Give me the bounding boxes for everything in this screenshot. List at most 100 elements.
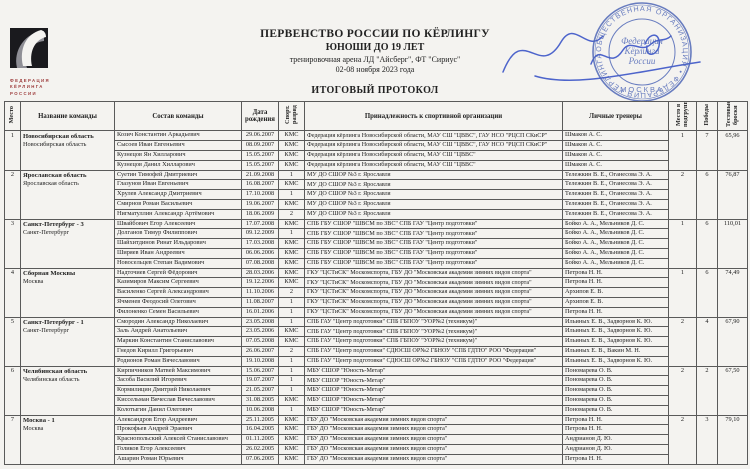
federation-logo-text: ФЕДЕРАЦИЯ КЁРЛИНГА РОССИИ bbox=[10, 78, 56, 97]
athlete-name-cell: Кормилицин Дмитрий Николаевич bbox=[114, 385, 242, 396]
organization-cell: СПБ ГАУ "Центр подготовки" СДЮСШ ОР№2 ГБ… bbox=[304, 355, 563, 367]
place-cell: 4 bbox=[4, 267, 21, 318]
dob-cell: 11.10.2006 bbox=[241, 287, 279, 299]
dob-cell: 25.11.2005 bbox=[241, 414, 279, 426]
venue-line: тренировочная арена ЛД "Айсберг", ФТ "Си… bbox=[289, 55, 461, 64]
athlete-name-cell: Засоба Василий Игоревич bbox=[114, 375, 242, 387]
team-region: Ярославская область bbox=[23, 179, 79, 187]
coaches-cell: Бойко А. А., Мельников Д. С. bbox=[562, 248, 669, 259]
dates-line: 02-08 ноября 2023 года bbox=[335, 65, 415, 74]
coaches-cell: Бойко А. А., Мельников Д. С. bbox=[562, 257, 669, 269]
table-row: 3 Санкт-Петербург - 3 Санкт-Петербург Швайб… bbox=[4, 218, 748, 269]
coaches-cell: Ильиных Е. В., Вакин М. Н. bbox=[562, 346, 669, 357]
athlete-name-cell: Александров Егор Андреевич bbox=[114, 414, 242, 426]
athlete-name-cell: Родионов Роман Вячеславович bbox=[114, 355, 242, 367]
dob-cell: 18.06.2009 bbox=[241, 208, 279, 220]
organization-cell: ГБУ ДО "Московская академия зимних видов… bbox=[304, 414, 563, 426]
test-throws-cell: 110,01 bbox=[717, 218, 748, 269]
logo-line: КЁРЛИНГА bbox=[10, 84, 44, 90]
table-row: 2 Ярославская область Ярославская область С… bbox=[4, 169, 748, 220]
coaches-cell: Петрова Н. Н. bbox=[562, 306, 669, 318]
table-row: Голиков Егор Алексеевич 26.02.2005 КМС ГБУ … bbox=[5, 443, 748, 455]
table-row: 4 Сборная Москвы Москва Надточиев Сергей Фё… bbox=[4, 267, 748, 318]
rank-cell: 1 bbox=[278, 228, 305, 240]
rank-cell: 2 bbox=[278, 208, 305, 220]
team-name: Челябинская область bbox=[23, 368, 88, 376]
dob-cell: 31.08.2005 bbox=[241, 394, 279, 406]
organization-cell: Федерация кёрлинга Новосибирской области… bbox=[304, 130, 563, 142]
dob-cell: 28.03.2006 bbox=[241, 267, 279, 279]
organization-cell: МБУ СШОР "Юность-Метар" bbox=[304, 385, 563, 396]
team-name: Ярославская область bbox=[23, 172, 87, 180]
athlete-name-cell: Нигматуллин Александр Артёмович bbox=[114, 208, 242, 220]
dob-cell: 17.10.2008 bbox=[241, 189, 279, 201]
place-cell: 7 bbox=[4, 414, 21, 465]
signature-ink bbox=[495, 14, 705, 99]
coaches-cell: Архипов Е. В. bbox=[562, 287, 669, 299]
logo-line: ФЕДЕРАЦИЯ bbox=[10, 78, 50, 83]
team-name: Санкт-Петербург - 3 bbox=[23, 221, 84, 229]
team-name-cell: Ярославская область Ярославская область bbox=[20, 169, 115, 220]
table-row: Прокофьев Андрей Эраевич 16.04.2005 КМС ГБУ… bbox=[5, 424, 748, 436]
organization-cell: СПБ ГБУ СШОР "ШВСМ по ЗВС" СПБ ГАУ "Цент… bbox=[304, 257, 563, 269]
rank-cell: КМС bbox=[278, 434, 305, 445]
table-row: Сысоев Иван Евгеньевич 08.09.2007 КМС Федер… bbox=[5, 140, 748, 152]
place-cell: 1 bbox=[4, 130, 21, 171]
place-cell: 3 bbox=[4, 218, 21, 269]
dob-cell: 26.06.2007 bbox=[241, 346, 279, 357]
header-rank: Спорт. разряд bbox=[278, 100, 305, 132]
organization-cell: ГКУ "ЦСТиСК" Москомспорта, ГБУ ДО "Моско… bbox=[304, 267, 563, 279]
coaches-cell: Пономарева О. В. bbox=[562, 375, 669, 387]
athlete-name-cell: Кирпичников Матвей Максимович bbox=[114, 365, 242, 377]
rank-cell: КМС bbox=[278, 414, 305, 426]
athlete-name-cell: Ширяев Иван Андреевич bbox=[114, 248, 242, 259]
rank-cell: КМС bbox=[278, 394, 305, 406]
table-row: Ашарин Роман Юрьевич 07.06.2005 КМС ГБУ ДО … bbox=[5, 453, 748, 465]
dob-cell: 16.01.2006 bbox=[241, 306, 279, 318]
table-row: Маркин Константин Станиславович 07.05.200… bbox=[5, 336, 748, 347]
rank-cell: 1 bbox=[278, 385, 305, 396]
organization-cell: ГКУ "ЦСТиСК" Москомспорта, ГБУ ДО "Моско… bbox=[304, 297, 563, 308]
wins-cell: 4 bbox=[696, 316, 718, 367]
header-organization: Принадлежность к спортивной организации bbox=[304, 100, 563, 132]
rank-cell: КМС bbox=[278, 159, 305, 171]
dob-cell: 21.09.2008 bbox=[241, 169, 279, 181]
test-throws-cell: 79,10 bbox=[717, 414, 748, 465]
athlete-name-cell: Кузнецов Ян Хилларович bbox=[114, 150, 242, 161]
rank-cell: КМС bbox=[278, 140, 305, 152]
athlete-name-cell: Маркин Константин Станиславович bbox=[114, 336, 242, 347]
header-coaches: Личные тренеры bbox=[562, 100, 669, 132]
rank-cell: 1 bbox=[278, 365, 305, 377]
rank-cell: КМС bbox=[278, 453, 305, 465]
table-row: 1 Новосибирская область Новосибирская обла… bbox=[4, 130, 748, 171]
coaches-cell: Андрианов Д. Ю. bbox=[562, 443, 669, 455]
athlete-name-cell: Кузнецов Данил Хилларович bbox=[114, 159, 242, 171]
coaches-cell: Шмаков А. С. bbox=[562, 140, 669, 152]
federation-logo: ФЕДЕРАЦИЯ КЁРЛИНГА РОССИИ bbox=[10, 28, 56, 97]
organization-cell: МУ ДО СШОР №3 г. Ярославля bbox=[304, 208, 563, 220]
athlete-name-cell: Швайбович Егор Алексеевич bbox=[114, 218, 242, 230]
dob-cell: 16.08.2007 bbox=[241, 179, 279, 191]
table-row: Киссельман Вячеслав Вячеславович 31.08.20… bbox=[5, 394, 748, 406]
place-cell: 5 bbox=[4, 316, 21, 367]
dob-cell: 10.06.2008 bbox=[241, 404, 279, 416]
dob-cell: 15.05.2007 bbox=[241, 150, 279, 161]
rank-cell: КМС bbox=[278, 267, 305, 279]
dob-cell: 15.06.2007 bbox=[241, 365, 279, 377]
stamp-center-line: Федерация bbox=[621, 36, 663, 46]
athlete-name-cell: Заль Андрей Анатольевич bbox=[114, 326, 242, 338]
athlete-name-cell: Голиков Егор Алексеевич bbox=[114, 443, 242, 455]
official-stamp: ОБЩЕСТВЕННАЯ ОРГАНИЗАЦИЯ • ФЕДЕРАЦИЯ КЁР… bbox=[580, 0, 701, 115]
athlete-name-cell: Казимиров Максим Сергеевич bbox=[114, 277, 242, 289]
table-row: Василенко Сергей Александрович 11.10.2006… bbox=[5, 287, 748, 299]
team-name-cell: Челябинская область Челябинская область bbox=[20, 365, 115, 416]
coaches-cell: Ильиных Е. В., Задворнов К. Ю. bbox=[562, 355, 669, 367]
organization-cell: МУ ДО СШОР №3 г. Ярославля bbox=[304, 199, 563, 210]
round-stamp-icon: ОБЩЕСТВЕННАЯ ОРГАНИЗАЦИЯ • ФЕДЕРАЦИЯ КЁР… bbox=[580, 0, 692, 102]
dob-cell: 09.12.2009 bbox=[241, 228, 279, 240]
group-place-cell: 2 bbox=[668, 316, 697, 367]
dob-cell: 19.12.2006 bbox=[241, 277, 279, 289]
group-place-cell: 1 bbox=[668, 130, 697, 171]
dob-cell: 19.07.2007 bbox=[241, 375, 279, 387]
